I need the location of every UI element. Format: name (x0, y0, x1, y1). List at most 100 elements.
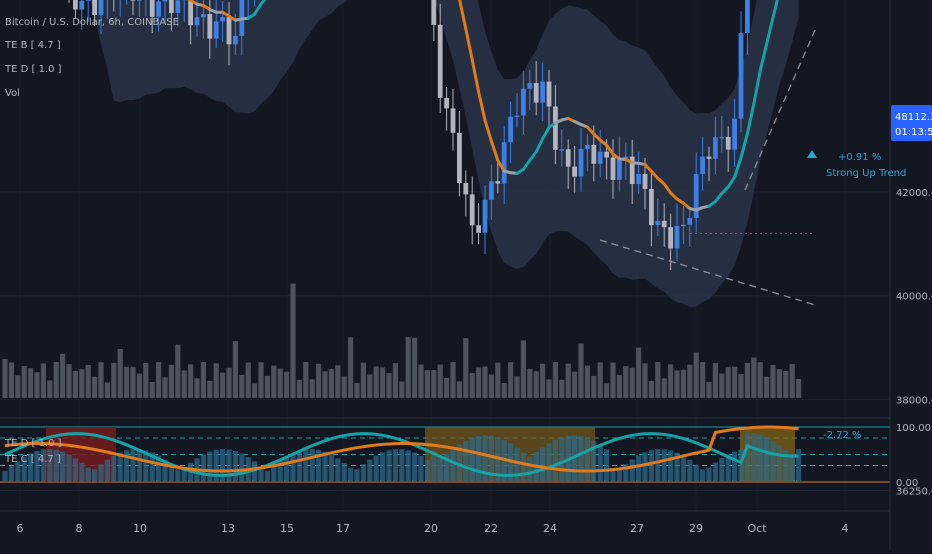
candle-body (547, 82, 552, 107)
volume-bar (777, 369, 782, 398)
volume-bar (86, 365, 91, 398)
volume-bar (674, 370, 679, 398)
osc-histogram-bar (214, 450, 219, 482)
volume-bar (431, 370, 436, 398)
time-tick-label: 4 (842, 522, 849, 535)
osc-histogram-bar (758, 435, 763, 482)
time-tick-label: 8 (76, 522, 83, 535)
candle-body (745, 0, 750, 33)
indicator-legend-vol[interactable]: Vol (5, 88, 20, 99)
volume-bar (66, 364, 71, 398)
candle-body (726, 137, 731, 150)
osc-histogram-bar (655, 449, 660, 482)
osc-histogram-bar (764, 437, 769, 482)
osc-histogram-bar (604, 449, 609, 482)
indicator-legend-te-b[interactable]: TE B [ 4.7 ] (4, 40, 61, 51)
volume-bar (598, 362, 603, 398)
candle-body (655, 221, 660, 225)
volume-bar (662, 378, 667, 398)
volume-bar (28, 368, 33, 398)
candle-body (431, 0, 436, 25)
volume-bar (194, 378, 199, 398)
osc-legend-te-d[interactable]: TE D [ 1.0 ] (4, 438, 62, 449)
volume-bar (278, 369, 283, 398)
volume-bar (284, 372, 289, 398)
volume-bar (412, 338, 417, 398)
candle-body (611, 157, 616, 179)
volume-bar (713, 363, 718, 398)
time-tick-label: 15 (280, 522, 294, 535)
price-badge-value: 48112.33 (895, 112, 932, 123)
volume-bar (668, 364, 673, 398)
osc-histogram-bar (361, 464, 366, 482)
volume-bar (105, 382, 110, 398)
osc-histogram-bar (694, 465, 699, 482)
volume-bar (214, 363, 219, 398)
candle-body (604, 152, 609, 158)
osc-histogram-bar (310, 449, 315, 482)
osc-histogram-bar (92, 469, 97, 482)
volume-bar (706, 382, 711, 398)
candle-body (79, 1, 84, 10)
volume-bar (79, 369, 84, 398)
osc-histogram-bar (559, 437, 564, 482)
price-badge-timer: 01:13:53 (895, 127, 932, 138)
osc-histogram-bar (598, 445, 603, 482)
osc-histogram-bar (425, 460, 430, 482)
volume-bar (188, 364, 193, 398)
volume-bar (572, 372, 577, 398)
candle-body (495, 181, 500, 183)
price-tick-label: 42000.00 (896, 188, 932, 199)
time-tick-label: 10 (133, 522, 147, 535)
osc-histogram-bar (476, 436, 481, 482)
volume-bar (610, 363, 615, 398)
volume-bar (617, 375, 622, 398)
osc-histogram-bar (578, 436, 583, 482)
osc-histogram-bar (617, 469, 622, 482)
volume-bar (54, 362, 59, 398)
volume-bar (623, 366, 628, 398)
osc-histogram-bar (713, 462, 718, 482)
volume-bar (591, 376, 596, 398)
candle-body (707, 157, 712, 159)
volume-bar (41, 363, 46, 398)
osc-histogram-bar (380, 452, 385, 482)
symbol-title[interactable]: Bitcoin / U.S. Dollar, 6h, COINBASE (5, 17, 179, 28)
volume-bar (220, 373, 225, 398)
indicator-legend-te-d[interactable]: TE D [ 1.0 ] (4, 64, 62, 75)
volume-bar (482, 366, 487, 398)
volume-bar (450, 362, 455, 398)
volume-bar (470, 373, 475, 398)
osc-histogram-bar (220, 449, 225, 482)
osc-histogram-bar (770, 441, 775, 482)
osc-legend-te-c[interactable]: TE C [ 4.7 ] (4, 454, 61, 465)
osc-histogram-bar (790, 454, 795, 482)
osc-histogram-bar (777, 445, 782, 482)
candle-body (553, 107, 558, 150)
volume-bar (790, 364, 795, 398)
osc-histogram-bar (367, 460, 372, 482)
volume-bar (322, 371, 327, 398)
osc-histogram-bar (418, 456, 423, 482)
osc-histogram-bar (98, 464, 103, 482)
candle-body (649, 189, 654, 225)
candle-body (150, 0, 155, 17)
volume-bar (335, 365, 340, 398)
time-tick-label: Oct (747, 522, 767, 535)
volume-bar (444, 378, 449, 398)
volume-bar (15, 375, 20, 398)
osc-histogram-bar (668, 450, 673, 482)
time-tick-label: 20 (424, 522, 438, 535)
candle-body (214, 21, 219, 38)
volume-bar (770, 365, 775, 398)
candle-body (438, 25, 443, 98)
volume-bar (457, 381, 462, 398)
time-tick-label: 29 (689, 522, 703, 535)
volume-bar (719, 373, 724, 398)
volume-bar (207, 381, 212, 398)
volume-bar (463, 338, 468, 398)
volume-bar (681, 370, 686, 398)
time-tick-label: 13 (221, 522, 235, 535)
volume-bar (111, 363, 116, 398)
